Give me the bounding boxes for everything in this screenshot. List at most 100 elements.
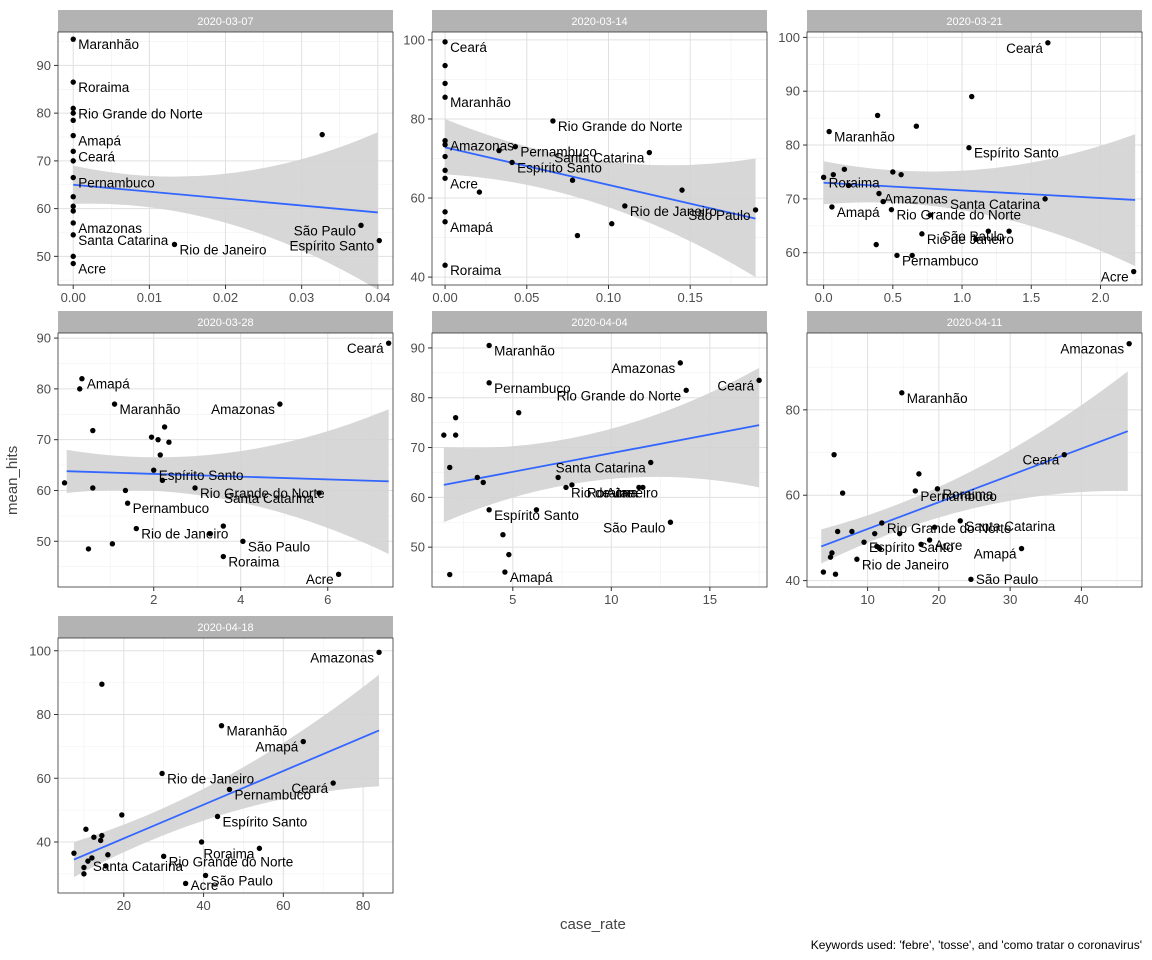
facet-panel-2020-03-21: 2020-03-21 0.0 0.5 1.0 1.5 2.0 60 70 80 90 100 Cear… <box>778 10 1143 305</box>
panel-border <box>806 332 1143 588</box>
confidence-band <box>66 409 389 554</box>
data-point <box>90 485 96 491</box>
data-point <box>973 236 979 242</box>
data-point <box>845 182 852 189</box>
x-tick-label: 30 <box>1003 592 1017 607</box>
point-label: Amapá <box>837 205 880 220</box>
y-tick-label: 80 <box>786 138 800 153</box>
data-point <box>442 39 448 45</box>
data-point <box>220 553 227 560</box>
data-point <box>969 93 975 100</box>
data-point <box>83 826 89 832</box>
data-point <box>898 171 904 178</box>
point-label: Amazonas <box>884 191 948 206</box>
data-point <box>70 174 76 181</box>
y-tick-label: 50 <box>37 249 51 264</box>
data-point <box>442 175 448 181</box>
data-point <box>442 141 448 148</box>
data-point <box>70 260 76 267</box>
data-point <box>826 128 832 135</box>
data-point <box>442 94 448 100</box>
point-label: Rio Grande do Norte <box>78 106 203 121</box>
point-label: Santa Catarina <box>556 460 647 475</box>
data-point <box>820 174 827 181</box>
data-point <box>220 523 227 529</box>
data-point <box>569 482 575 488</box>
trend-line <box>443 424 760 486</box>
point-label: Maranhão <box>78 37 139 52</box>
data-point <box>609 221 615 227</box>
facet-strip-label: 2020-03-14 <box>571 16 627 28</box>
data-point <box>849 528 855 535</box>
data-point <box>148 434 155 440</box>
point-label: Amazonas <box>211 402 275 417</box>
data-point <box>226 786 233 793</box>
point-label: Roraima <box>228 555 280 570</box>
data-point <box>646 149 653 156</box>
point-label: Acre <box>1101 270 1129 285</box>
point-label: Rio Grande do Norte <box>558 119 683 134</box>
data-point <box>533 507 540 513</box>
data-point <box>385 340 392 346</box>
point-label: Santa Catarina <box>965 519 1056 534</box>
data-point <box>890 169 896 175</box>
data-point <box>99 681 105 687</box>
facet-panel-2020-04-18: 2020-04-18 20 40 60 80 40 60 80 100 Amazonas Maran… <box>29 616 394 913</box>
facet-strip-label: 2020-04-11 <box>947 317 1002 329</box>
point-label: Amazonas <box>1060 342 1124 357</box>
panel-border <box>57 637 394 894</box>
data-point <box>70 253 76 260</box>
data-point <box>70 110 76 116</box>
data-point <box>1018 545 1025 552</box>
data-point <box>122 487 129 494</box>
panel-border <box>431 31 768 286</box>
y-tick-label: 40 <box>37 835 51 850</box>
x-tick-label: 0.04 <box>365 290 390 305</box>
data-point <box>447 464 453 471</box>
x-tick-label: 0.01 <box>137 290 162 305</box>
data-point <box>872 530 878 537</box>
facet-strip <box>432 10 767 32</box>
y-tick-label: 80 <box>786 402 800 417</box>
data-point <box>335 571 342 577</box>
data-point <box>888 206 895 213</box>
y-tick-label: 100 <box>29 643 51 658</box>
y-tick-label: 80 <box>37 707 51 722</box>
point-label: São Paulo <box>248 539 310 554</box>
point-label: Amazonas <box>78 221 142 236</box>
y-tick-label: 60 <box>786 488 800 503</box>
data-point <box>926 537 933 543</box>
x-tick-label: 4 <box>237 592 244 607</box>
data-point <box>854 556 860 562</box>
data-point <box>1045 40 1051 46</box>
y-tick-label: 50 <box>411 540 425 555</box>
y-tick-label: 100 <box>403 32 425 47</box>
confidence-band <box>821 371 1128 564</box>
x-tick-label: 15 <box>703 592 717 607</box>
data-point <box>157 452 163 458</box>
data-point <box>679 187 685 193</box>
trend-line <box>73 729 380 861</box>
data-point <box>1042 196 1048 202</box>
data-point <box>512 143 519 150</box>
data-point <box>909 252 915 259</box>
panel-border <box>431 332 768 588</box>
data-point <box>834 528 841 535</box>
point-label: Ceará <box>1023 453 1060 468</box>
data-point <box>171 241 178 248</box>
data-point <box>827 554 834 560</box>
data-point <box>476 189 483 195</box>
facet-strip <box>58 311 393 333</box>
y-tick-label: 80 <box>411 111 425 126</box>
point-label: Rio de Janeiro <box>179 242 266 257</box>
point-label: Amazonas <box>450 139 514 154</box>
data-point <box>496 147 502 154</box>
point-label: Maranhão <box>227 724 288 739</box>
data-point <box>916 471 922 477</box>
data-point <box>70 117 76 124</box>
data-point <box>896 530 903 537</box>
trend-line <box>820 430 1129 548</box>
point-label: Espírito Santo <box>289 239 374 254</box>
data-point <box>119 812 125 818</box>
data-point <box>985 228 992 234</box>
